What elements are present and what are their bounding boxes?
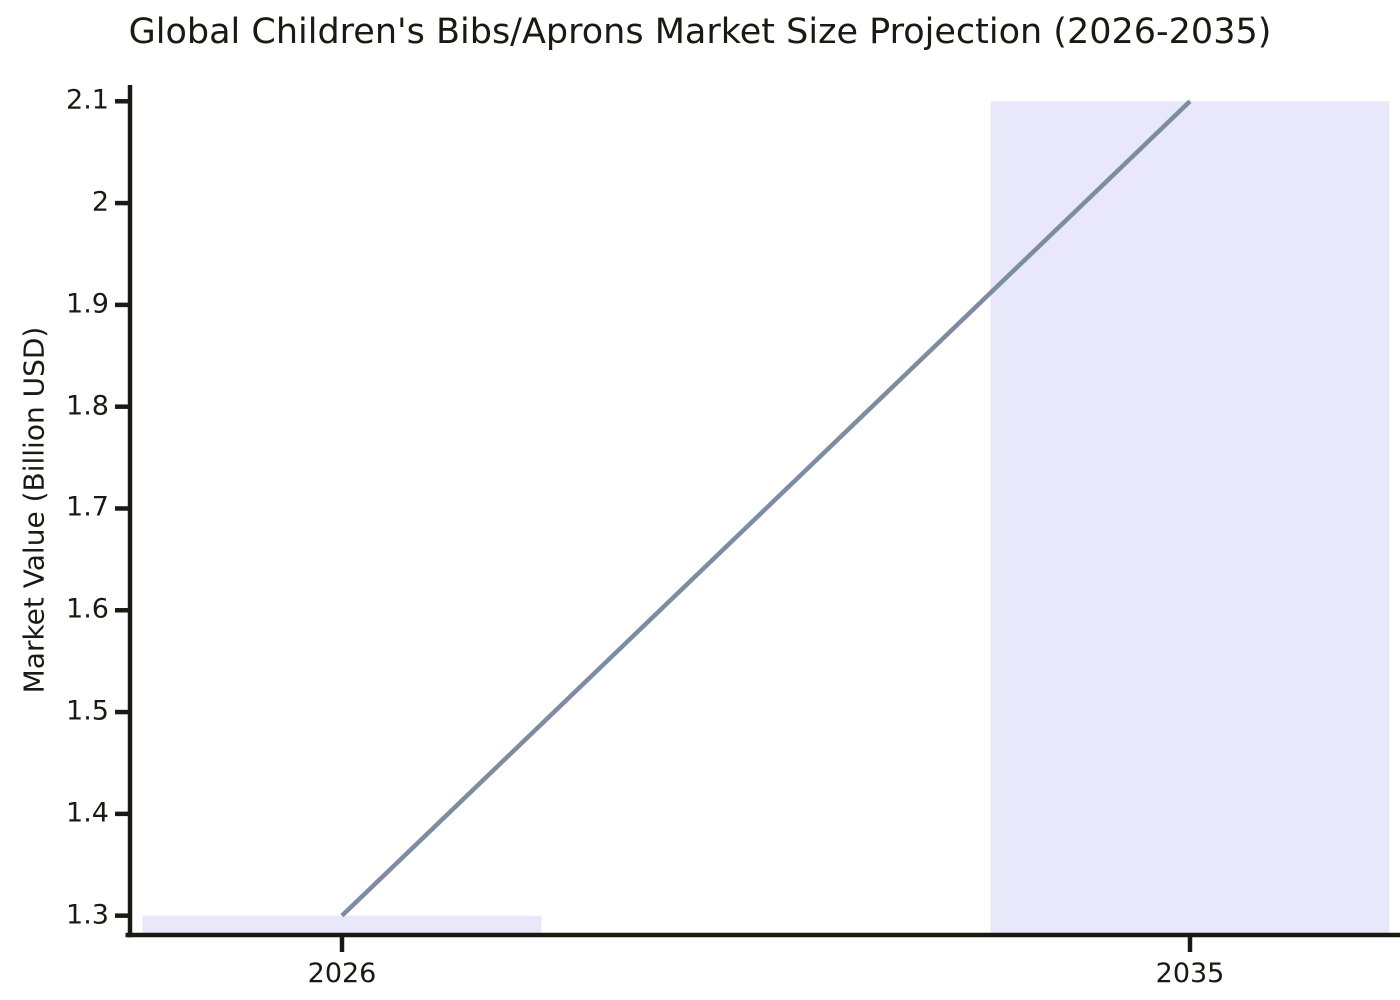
y-tick-1.3 (115, 913, 130, 918)
y-tick-1.5 (115, 709, 130, 715)
y-tick-2.1 (115, 99, 130, 104)
y-tick-label-1.4: 1.4 (66, 797, 109, 829)
y-tick-1.7 (115, 506, 130, 511)
x-tick-label-2035: 2035 (1155, 958, 1225, 989)
y-tick-label-1.6: 1.6 (66, 593, 109, 625)
bar-2026 (142, 915, 542, 933)
x-tick-2035 (1187, 935, 1193, 952)
bar-2035 (990, 101, 1390, 933)
x-tick-label-2026: 2026 (307, 958, 377, 989)
x-axis-spine (125, 932, 1400, 938)
y-tick-1.6 (115, 608, 130, 613)
y-tick-label-1.8: 1.8 (66, 390, 109, 422)
y-tick-label-1.3: 1.3 (66, 899, 109, 931)
y-tick-1.4 (115, 811, 130, 817)
projection-trend-line (340, 99, 1192, 918)
y-tick-label-1.7: 1.7 (66, 492, 109, 524)
y-tick-label-2: 2 (91, 186, 109, 218)
y-axis-spine (127, 85, 133, 938)
y-tick-label-1.9: 1.9 (66, 288, 109, 320)
y-tick-label-2.1: 2.1 (66, 84, 109, 116)
chart-title: Global Children's Bibs/Aprons Market Siz… (128, 12, 1272, 52)
y-tick-1.8 (115, 404, 130, 409)
y-tick-2 (115, 200, 130, 206)
y-tick-label-1.5: 1.5 (66, 695, 109, 727)
x-tick-2026 (339, 935, 345, 952)
y-tick-1.9 (115, 302, 130, 308)
